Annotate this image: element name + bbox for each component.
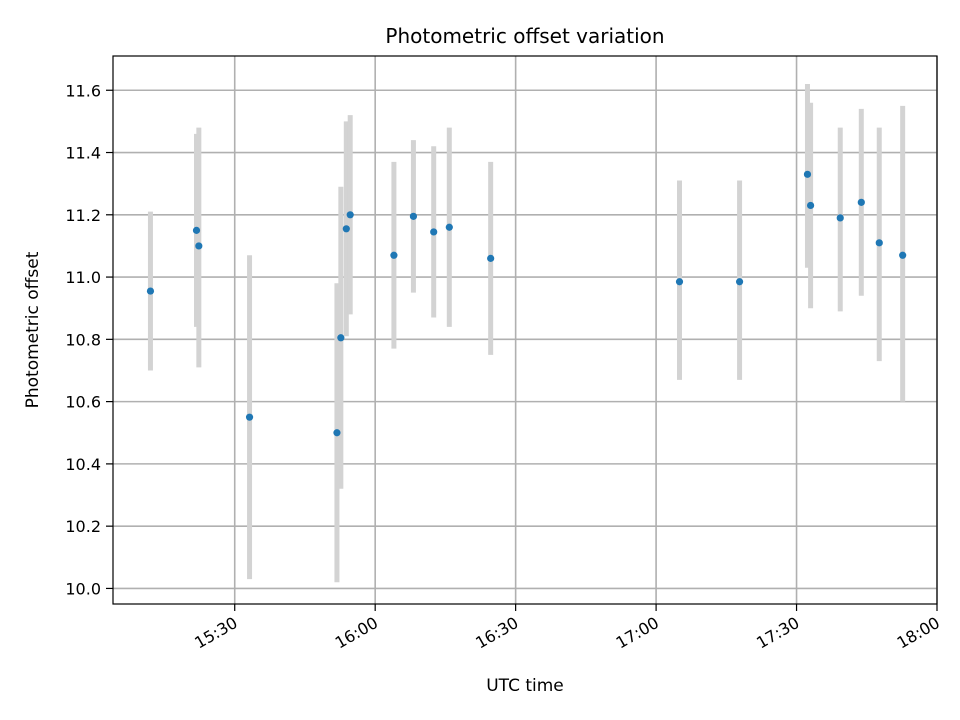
y-tick-label: 10.6 bbox=[65, 393, 101, 412]
y-tick-label: 11.2 bbox=[65, 206, 101, 225]
y-tick-label: 10.2 bbox=[65, 517, 101, 536]
data-point bbox=[346, 211, 354, 219]
plot-area-frame bbox=[112, 55, 938, 605]
data-point bbox=[445, 223, 453, 231]
data-point bbox=[875, 239, 883, 247]
data-point bbox=[146, 287, 155, 295]
data-point bbox=[390, 251, 398, 259]
data-point bbox=[735, 278, 744, 286]
data-point bbox=[899, 251, 907, 259]
y-tick-label: 10.4 bbox=[65, 455, 101, 474]
data-point bbox=[803, 170, 812, 178]
data-point bbox=[409, 212, 418, 220]
data-point bbox=[806, 201, 815, 210]
data-point bbox=[675, 278, 684, 286]
data-point bbox=[836, 214, 844, 222]
data-point bbox=[192, 226, 201, 234]
data-points bbox=[146, 170, 907, 437]
y-tick-label: 11.6 bbox=[65, 81, 101, 100]
data-point bbox=[487, 254, 495, 262]
y-tick-label: 11.4 bbox=[65, 144, 101, 163]
chart-title: Photometric offset variation bbox=[385, 24, 664, 48]
data-point bbox=[342, 225, 350, 233]
y-tick-label: 10.8 bbox=[65, 330, 101, 349]
data-point bbox=[333, 429, 341, 437]
y-axis-title: Photometric offset bbox=[23, 251, 43, 408]
y-tick-label: 10.0 bbox=[65, 579, 101, 598]
y-tick-label: 11.0 bbox=[65, 268, 101, 287]
data-point bbox=[245, 413, 254, 421]
data-point bbox=[430, 228, 438, 236]
data-point bbox=[195, 242, 203, 250]
data-point bbox=[857, 198, 865, 206]
x-axis-title: UTC time bbox=[486, 676, 564, 696]
y-axis-ticks: 10.0 10.2 10.4 10.6 10.8 11.0 11.2 11.4 11.6 bbox=[65, 81, 113, 598]
data-point bbox=[337, 334, 345, 342]
